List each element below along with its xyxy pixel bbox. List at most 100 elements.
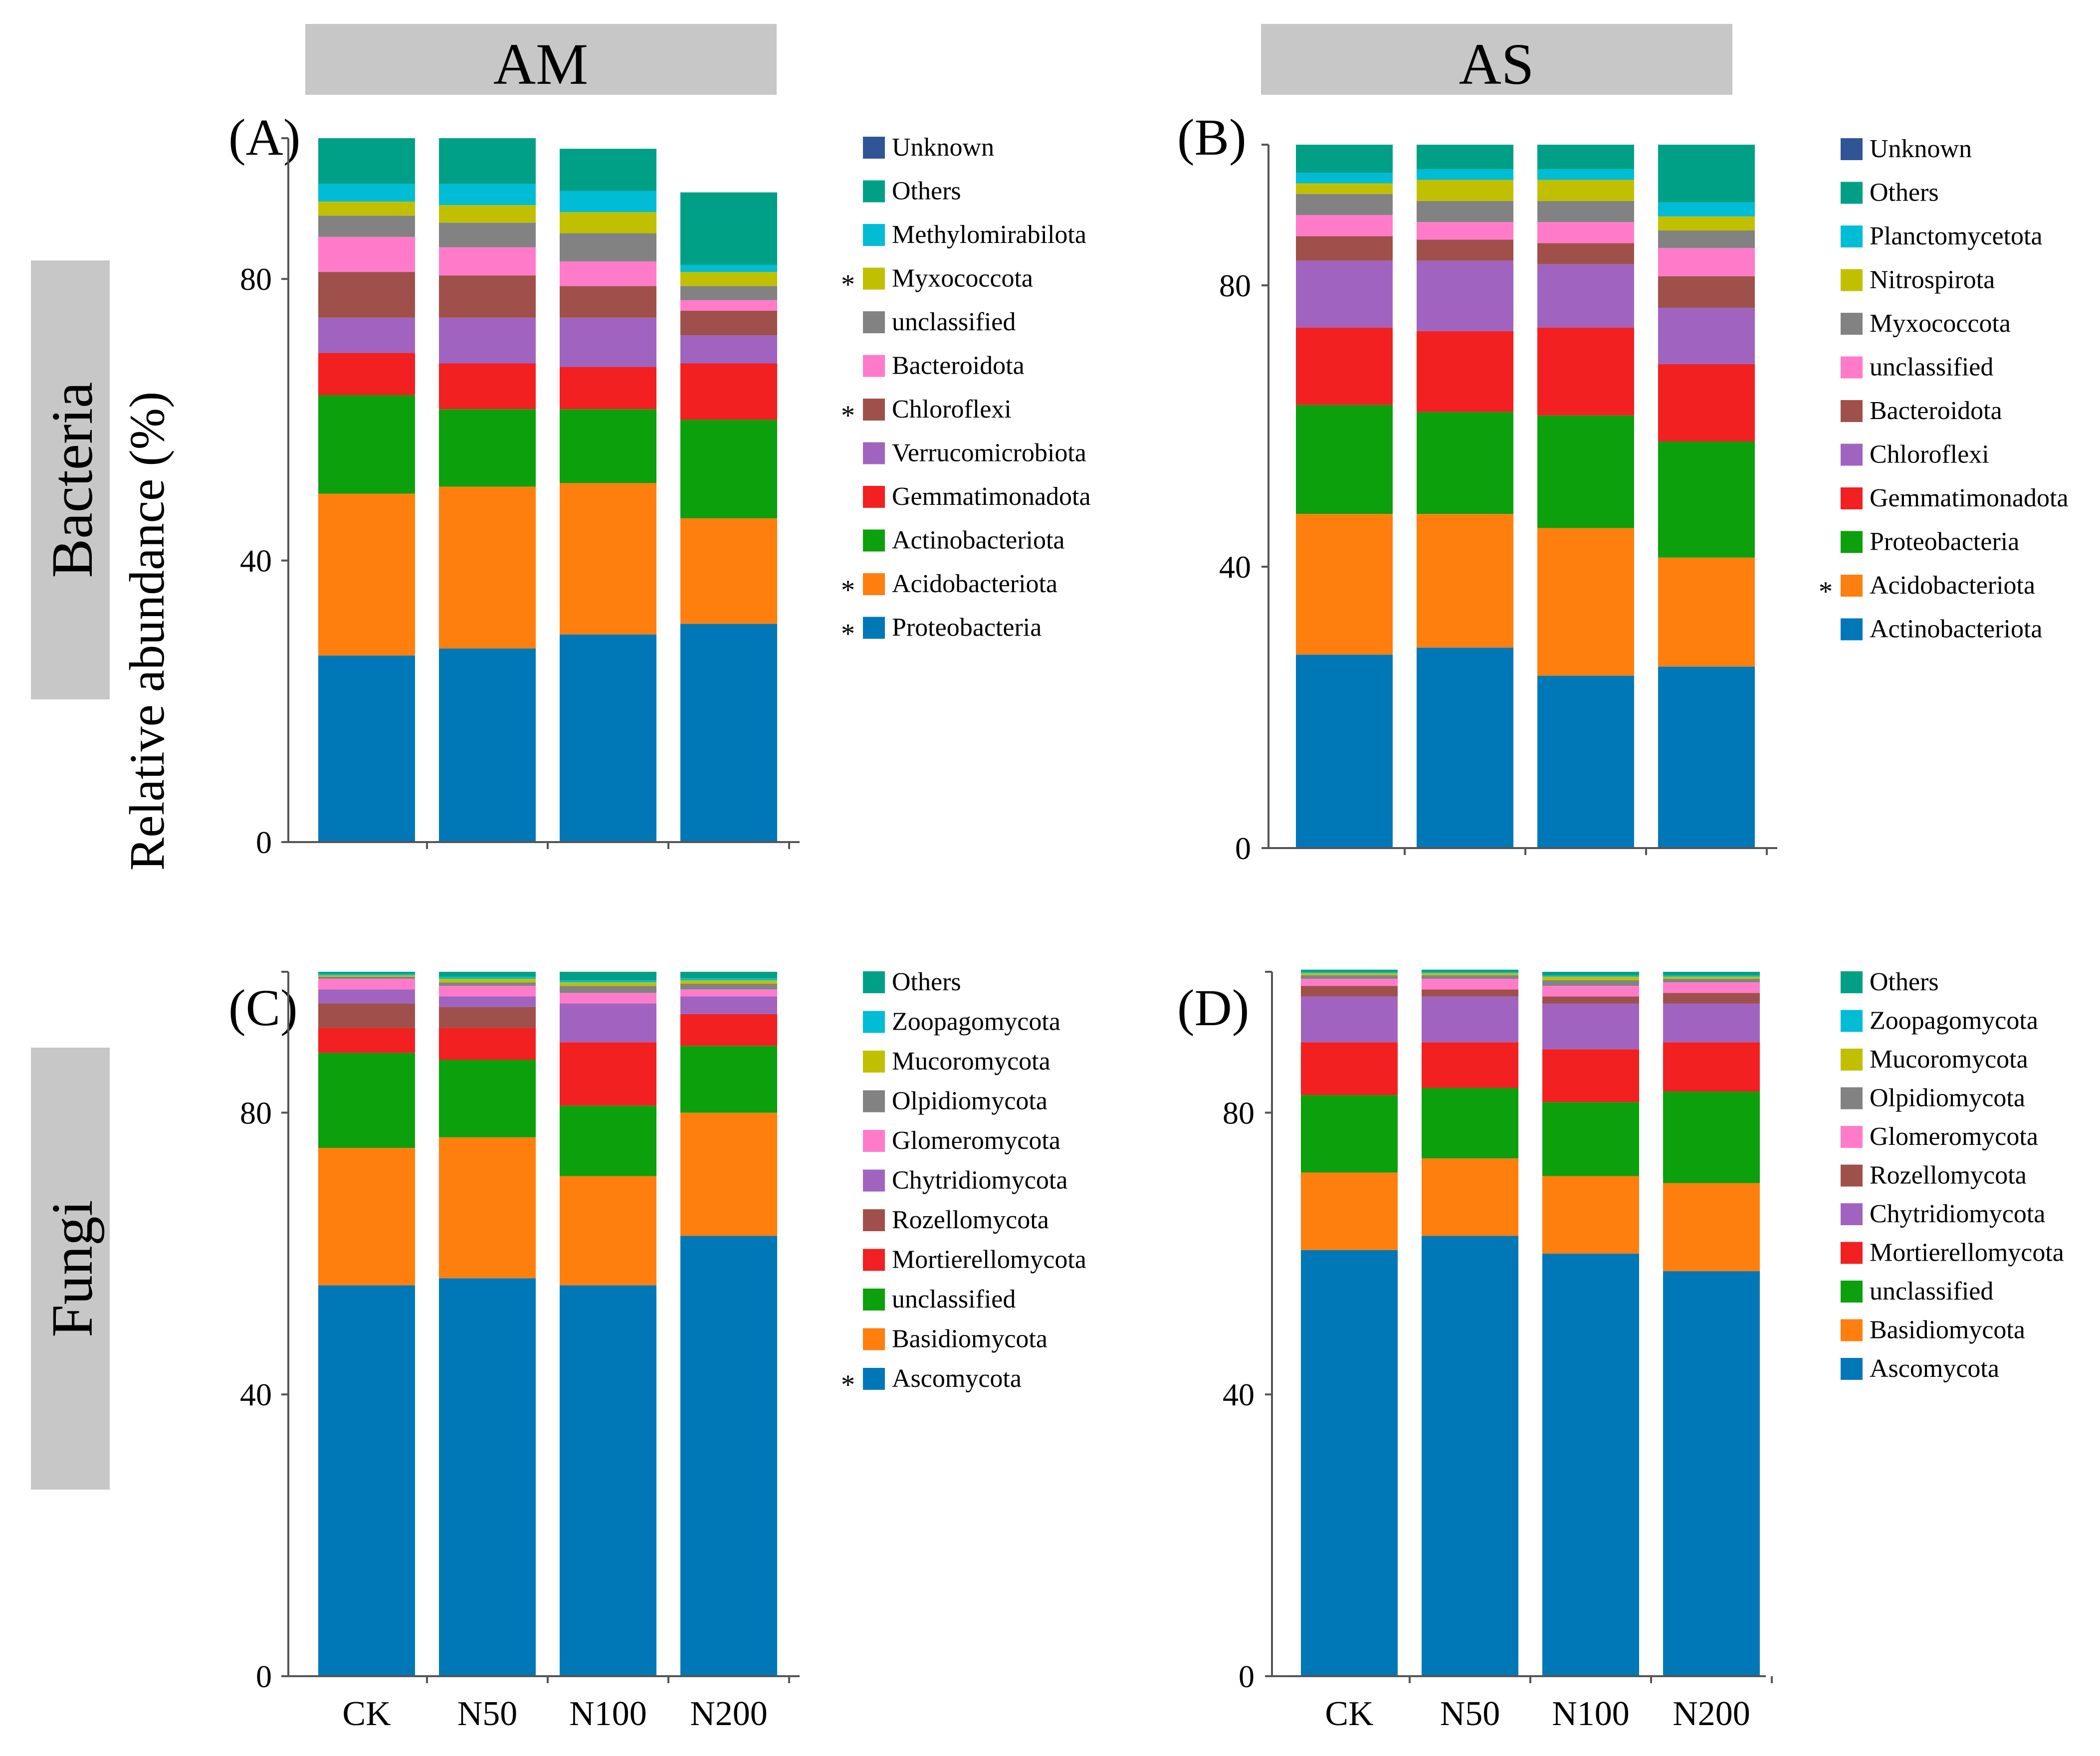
panel-c-bar-n50-zoopagomycota	[439, 976, 536, 979]
panel-a-bar-ck-verrucomicrobiota	[318, 317, 415, 353]
panel-c-bar-n200-chytridiomycota	[680, 996, 777, 1014]
panel-a-bar-ck-methylomirabilota	[318, 184, 415, 202]
panel-b-bar-n200-myxococcota	[1658, 230, 1755, 248]
panel-a-bar-n200-actinobacteriota	[680, 420, 777, 518]
panel-a-bar-n50-acidobacteriota	[439, 486, 536, 649]
panel-b-legend-swatch-chloroflexi	[1841, 443, 1863, 466]
panel-a-legend-label-methylomirabilota: Methylomirabilota	[892, 220, 1086, 249]
panel-b-legend-label-nitrospirota: Nitrospirota	[1870, 266, 1995, 294]
panel-c-legend-swatch-others	[863, 971, 885, 993]
panel-c-bar-ck-olpidiomycota	[318, 976, 415, 979]
panel-b-bar-ck-proteobacteria	[1296, 405, 1393, 514]
panel-d-bar-n200-basidiomycota	[1663, 1183, 1760, 1272]
panel-b-legend-label-unclassified: unclassified	[1870, 353, 1993, 382]
header-left: AM	[493, 31, 588, 97]
panel-d-bar-ck-zoopagomycota	[1301, 972, 1398, 973]
panel-b-legend-label-myxococcota: Myxococcota	[1870, 309, 2011, 338]
panel-b-bar-ck-chloroflexi	[1296, 260, 1393, 328]
panel-c-legend-swatch-mucoromycota	[863, 1051, 885, 1073]
panel-a-bar-n200-bacteroidota	[680, 300, 777, 311]
panel-a-bar-ck-actinobacteriota	[318, 395, 415, 494]
panel-a-bar-n50-bacteroidota	[439, 247, 536, 276]
panel-d-bar-n200-glomeromycota	[1663, 982, 1760, 993]
panel-b-bar-n200-bacteroidota	[1658, 276, 1755, 308]
panel-a-letter: (A)	[228, 109, 300, 166]
panel-a-legend-significance-acidobacteriota: *	[841, 575, 855, 606]
panel-b-legend-label-unknown: Unknown	[1870, 135, 1972, 163]
panel-a-y-tick-40: 40	[240, 543, 272, 579]
panel-d-legend-swatch-ascomycota	[1841, 1358, 1863, 1380]
panel-b-bar-n50-chloroflexi	[1417, 260, 1513, 331]
panel-d-bar-n100-others	[1542, 972, 1639, 976]
panel-d-legend-label-mucoromycota: Mucoromycota	[1870, 1045, 2028, 1074]
panel-c-legend-swatch-mortierellomycota	[863, 1249, 885, 1271]
panel-b-bar-n50-gemmatimonadota	[1417, 331, 1513, 412]
panel-a-legend-label-bacteroidota: Bacteroidota	[892, 352, 1025, 380]
panel-c-bar-n200-glomeromycota	[680, 989, 777, 997]
panel-c-bar-ck-zoopagomycota	[318, 974, 415, 976]
panel-b-legend-swatch-myxococcota	[1841, 313, 1863, 335]
panel-a-legend-swatch-unknown	[863, 137, 885, 159]
panel-b-legend-label-planctomycetota: Planctomycetota	[1870, 222, 2043, 250]
panel-d-bar-n200-mortierellomycota	[1663, 1042, 1760, 1092]
panel-b-bar-n50-proteobacteria	[1417, 412, 1513, 514]
panel-c-bar-n100-mucoromycota	[560, 982, 656, 986]
panel-b-bar-n200-proteobacteria	[1658, 441, 1755, 558]
panel-c-bar-n200-unclassified	[680, 1046, 777, 1113]
panel-d-bar-ck-mortierellomycota	[1301, 1042, 1398, 1096]
panel-c-legend-swatch-basidiomycota	[863, 1328, 885, 1350]
panel-b-bar-n100-bacteroidota	[1537, 243, 1634, 264]
panel-a-legend-label-verrucomicrobiota: Verrucomicrobiota	[892, 439, 1086, 467]
panel-c: (C) CK N50 N100 N200 0 40 80 Others Zoopagomycota…	[228, 968, 1086, 1733]
panel-d-legend-label-mortierellomycota: Mortierellomycota	[1870, 1239, 2064, 1267]
panel-b-bar-n50-acidobacteriota	[1417, 514, 1513, 648]
panel-d-bar-n100-mucoromycota	[1542, 976, 1639, 980]
panel-c-bar-ck-others	[318, 972, 415, 974]
panel-a-legend-label-actinobacteriota: Actinobacteriota	[892, 526, 1065, 555]
panel-b-legend: Unknown Others Planctomycetota Nitrospirota…	[1819, 135, 2069, 644]
panel-a-legend-label-gemmatimonadota: Gemmatimonadota	[892, 482, 1091, 511]
panel-c-legend-label-zoopagomycota: Zoopagomycota	[892, 1008, 1060, 1036]
panel-c-legend-label-unclassified: unclassified	[892, 1285, 1016, 1314]
panel-d-bar-n50-mortierellomycota	[1422, 1042, 1518, 1088]
panel-a-legend-swatch-myxococcota	[863, 267, 885, 290]
panel-d-legend-swatch-unclassified	[1841, 1281, 1863, 1303]
panel-a-legend-significance-proteobacteria: *	[841, 619, 855, 650]
panel-a-bar-ck-gemmatimonadota	[318, 353, 415, 396]
panel-d-bar-ck-chytridiomycota	[1301, 996, 1398, 1043]
panel-b-bar-ck-planctomycetota	[1296, 173, 1393, 184]
panel-c-bar-ck-mucoromycota	[318, 975, 415, 977]
panel-a-bar-n50-gemmatimonadota	[439, 363, 536, 410]
panel-b-legend-label-proteobacteria: Proteobacteria	[1870, 528, 2019, 556]
panel-d-legend-label-chytridiomycota: Chytridiomycota	[1870, 1200, 2045, 1228]
panel-d-y-tick-0: 0	[1239, 1659, 1255, 1694]
panel-b-bar-n100-nitrospirota	[1537, 180, 1634, 201]
panel-d-legend-swatch-mortierellomycota	[1841, 1242, 1863, 1264]
panel-b-bar-n200-chloroflexi	[1658, 308, 1755, 364]
panel-c-y-tick-0: 0	[256, 1659, 272, 1694]
panel-d-legend-swatch-chytridiomycota	[1841, 1203, 1863, 1225]
panel-b-letter: (B)	[1177, 109, 1247, 166]
panel-c-bar-n200-ascomycota	[680, 1236, 777, 1676]
panel-b-legend-swatch-others	[1841, 182, 1863, 204]
panel-b-bar-ck-nitrospirota	[1296, 183, 1393, 194]
panel-b-legend-swatch-unclassified	[1841, 356, 1863, 379]
panel-d-bar-n200-zoopagomycota	[1663, 975, 1760, 977]
panel-d-legend-label-glomeromycota: Glomeromycota	[1870, 1122, 2038, 1151]
panel-a-bar-n200-chloroflexi	[680, 310, 777, 336]
panel-c-legend-label-rozellomycota: Rozellomycota	[892, 1206, 1049, 1234]
panel-b-bar-n50-myxococcota	[1417, 201, 1513, 222]
panel-b-bar-n200-actinobacteriota	[1658, 666, 1755, 848]
panel-d-category-n50: N50	[1440, 1695, 1500, 1733]
panel-b-legend-swatch-gemmatimonadota	[1841, 487, 1863, 509]
panel-d-bar-n200-unclassified	[1663, 1092, 1760, 1183]
panel-d-bar-n50-zoopagomycota	[1422, 972, 1518, 973]
panel-b-legend-label-actinobacteriota: Actinobacteriota	[1870, 615, 2043, 644]
panel-d-bar-ck-glomeromycota	[1301, 979, 1398, 986]
panel-a-y-tick-0: 0	[256, 825, 272, 860]
panel-c-bar-n50-mortierellomycota	[439, 1028, 536, 1060]
panel-c-legend-label-others: Others	[892, 968, 961, 996]
panel-c-letter: (C)	[228, 979, 298, 1037]
panel-c-legend-swatch-zoopagomycota	[863, 1011, 885, 1033]
